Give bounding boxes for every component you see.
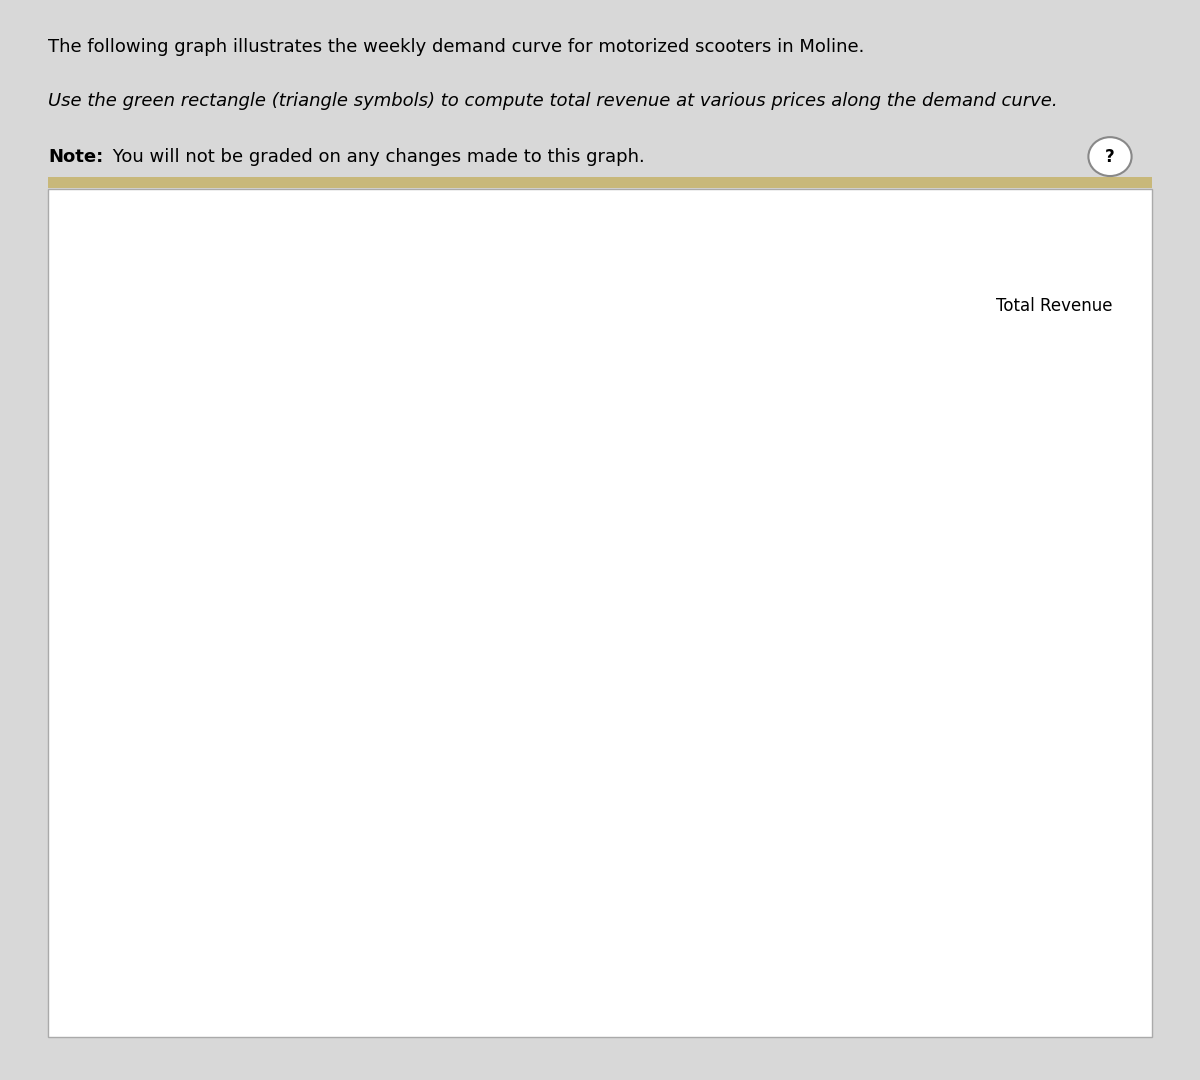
Text: ?: ?: [1105, 148, 1115, 165]
Text: The following graph illustrates the weekly demand curve for motorized scooters i: The following graph illustrates the week…: [48, 38, 864, 56]
X-axis label: QUANTITY (Scooters): QUANTITY (Scooters): [406, 1004, 566, 1020]
Text: Total Revenue: Total Revenue: [996, 297, 1112, 315]
Text: Note:: Note:: [48, 148, 103, 166]
Text: Use the green rectangle (triangle symbols) to compute total revenue at various p: Use the green rectangle (triangle symbol…: [48, 92, 1057, 110]
Text: You will not be graded on any changes made to this graph.: You will not be graded on any changes ma…: [107, 148, 644, 166]
Text: B: B: [364, 680, 373, 696]
Y-axis label: PRICE (Dollars per scooter): PRICE (Dollars per scooter): [84, 501, 100, 708]
Text: Demand: Demand: [521, 942, 586, 957]
Bar: [888, 245, 984, 287]
Text: A: A: [311, 626, 320, 642]
